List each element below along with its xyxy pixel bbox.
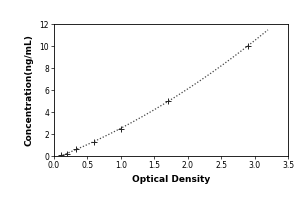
- Point: [58, 154, 63, 157]
- Point: [118, 127, 123, 130]
- Y-axis label: Concentration(ng/mL): Concentration(ng/mL): [25, 34, 34, 146]
- Point: [64, 153, 69, 156]
- Point: [165, 99, 170, 103]
- Point: [245, 44, 250, 48]
- Point: [74, 148, 78, 151]
- X-axis label: Optical Density: Optical Density: [132, 175, 210, 184]
- Point: [92, 141, 97, 144]
